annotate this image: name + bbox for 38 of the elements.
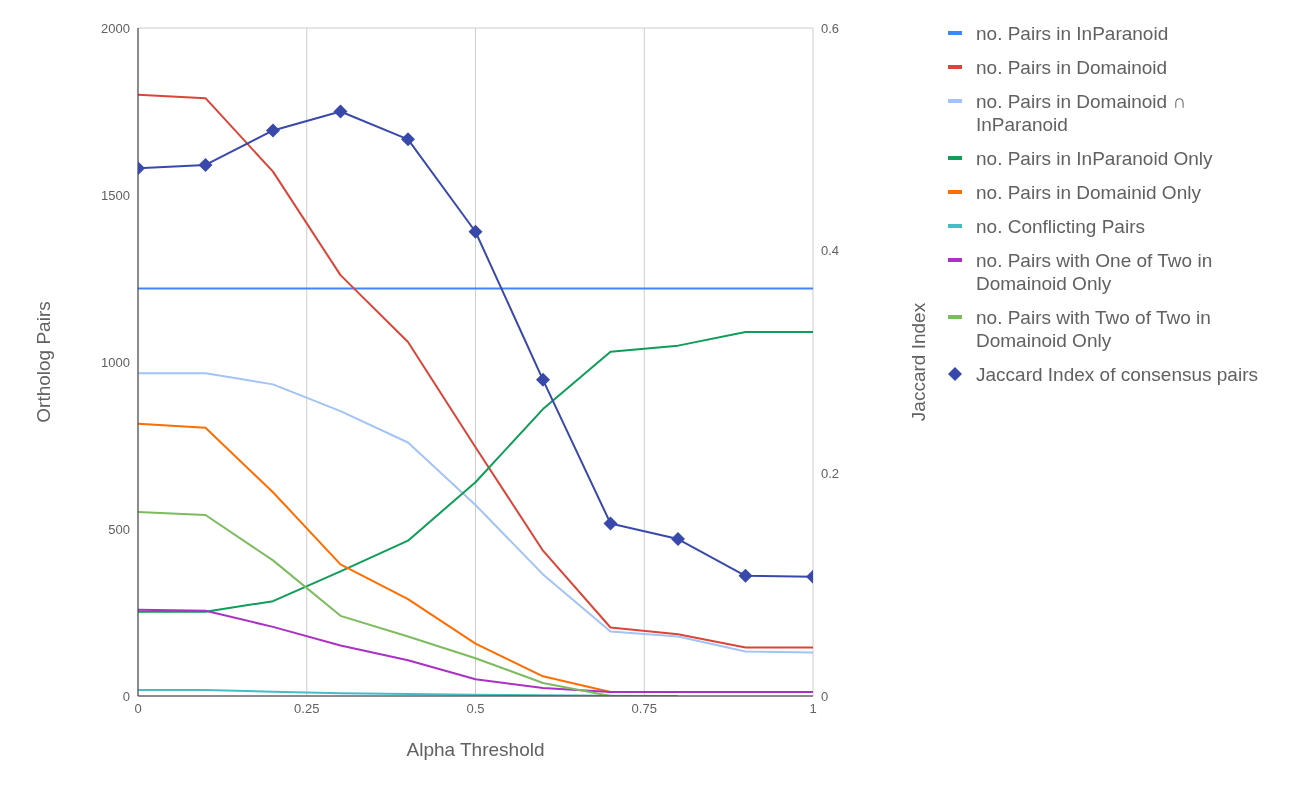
x-tick-label: 0.75 xyxy=(631,701,657,717)
point xyxy=(603,516,618,531)
x-tick-label: 0.5 xyxy=(466,701,485,717)
legend-label: no. Pairs in Domainoid xyxy=(976,56,1168,79)
y-tick-label: 1500 xyxy=(101,187,130,203)
legend-label: no. Pairs in InParanoid Only xyxy=(976,147,1213,170)
y2-tick-label: 0.4 xyxy=(821,243,840,259)
legend-label: no. Pairs in Domainid Only xyxy=(976,181,1201,204)
y-tick-label: 0 xyxy=(122,688,130,704)
line-series xyxy=(138,330,813,613)
line-series xyxy=(138,608,813,693)
y2-axis-title: Jaccard Index xyxy=(907,302,929,422)
point xyxy=(266,123,280,138)
point xyxy=(333,104,348,119)
legend-label: no. Conflicting Pairs xyxy=(976,215,1145,238)
y-axis-title: Ortholog Pairs xyxy=(32,301,54,423)
y2-tick-label: 0.6 xyxy=(821,20,840,36)
point xyxy=(536,372,550,387)
point xyxy=(401,132,415,147)
y-tick-label: 500 xyxy=(108,521,130,537)
x-tick-label: 1 xyxy=(809,701,817,717)
x-tick-label: 0.25 xyxy=(294,701,320,717)
legend-label: no. Pairs with Two of Two in Domainoid Only xyxy=(976,306,1212,352)
x-tick-label: 0 xyxy=(134,701,142,717)
y2-tick-label: 0.2 xyxy=(821,465,840,481)
legend-label: no. Pairs in InParanoid xyxy=(976,22,1169,45)
point xyxy=(198,157,213,172)
y-tick-label: 2000 xyxy=(101,20,130,36)
point xyxy=(671,532,685,547)
legend-label: no. Pairs in Domainoid ∩ InParanoid xyxy=(976,90,1188,136)
point xyxy=(738,568,753,583)
point xyxy=(468,224,483,239)
y2-tick-label: 0 xyxy=(821,688,829,704)
line-series xyxy=(138,372,813,654)
y-tick-label: 1000 xyxy=(101,354,130,370)
legend-label: no. Pairs with One of Two in Domainoid Only xyxy=(976,249,1214,295)
legend-label: Jaccard Index of consensus pairs xyxy=(976,363,1258,386)
x-axis-title: Alpha Threshold xyxy=(406,739,545,760)
